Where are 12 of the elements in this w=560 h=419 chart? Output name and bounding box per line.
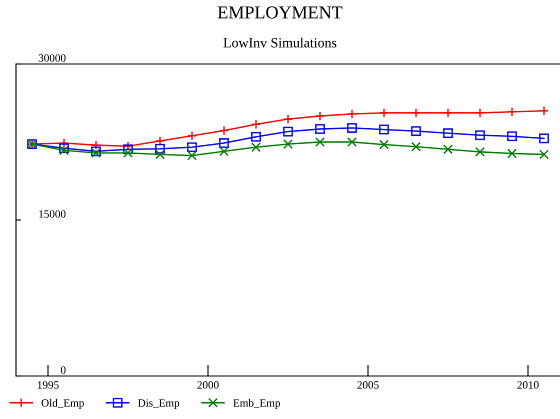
x-tick-label: 2005 — [357, 381, 379, 389]
y-tick-label: 0 — [60, 366, 66, 374]
legend-label: Old_Emp — [42, 398, 84, 409]
chart-title: EMPLOYMENT — [218, 6, 342, 19]
y-tick-label: 30000 — [38, 54, 66, 62]
legend-label: Dis_Emp — [138, 399, 180, 409]
x-tick-label: 2010 — [517, 381, 539, 389]
x-tick-label: 2000 — [197, 381, 219, 389]
x-tick-label: 1995 — [38, 381, 59, 389]
y-tick-label: 15000 — [39, 210, 66, 218]
legend-label: Emb_Emp — [233, 398, 280, 409]
chart-subtitle: LowInv Simulations — [223, 38, 336, 48]
